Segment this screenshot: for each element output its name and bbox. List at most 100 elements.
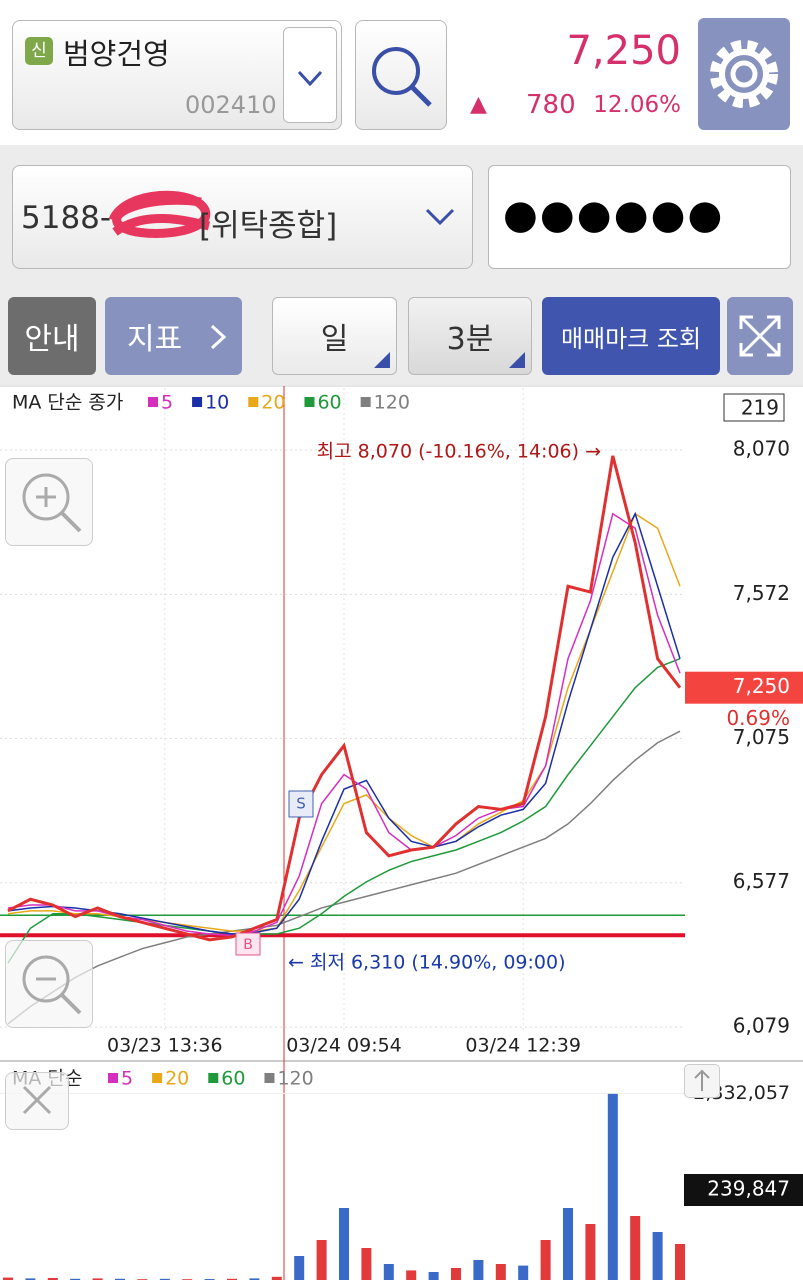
high-annotation: 최고 8,070 (-10.16%, 14:06) → [317, 441, 601, 463]
legend-label: 120 [277, 1068, 313, 1090]
settings-button[interactable] [698, 18, 790, 130]
interval-button[interactable]: 3분 [408, 297, 532, 375]
dropdown[interactable] [283, 27, 337, 123]
volume-bar [271, 1276, 282, 1280]
current-price: 7,250 [733, 674, 790, 698]
legend-label: 5 [161, 392, 173, 414]
legend-label: 60 [221, 1068, 245, 1090]
zoom-in[interactable] [5, 458, 93, 546]
change-sign: ▲ [470, 92, 487, 117]
stock-code: 002410 [185, 91, 277, 119]
chevron [297, 70, 323, 87]
current-volume-box [684, 1174, 803, 1206]
badge: 신 [25, 37, 53, 65]
legend-swatch [152, 1073, 163, 1083]
current-change: 0.69% [726, 706, 790, 730]
period-button[interactable]: 일 [272, 297, 397, 375]
interval-label: 3분 [446, 322, 494, 357]
volume-bar [428, 1272, 439, 1280]
volume-bar [495, 1264, 506, 1280]
arrow-up [694, 1069, 710, 1091]
y-tick-label: 6,079 [733, 1014, 790, 1038]
line-series [7, 511, 681, 935]
period-label: 일 [320, 322, 349, 357]
guide-button[interactable]: 안내 [8, 297, 96, 375]
legend-swatch [248, 397, 259, 407]
legend-label: 60 [317, 392, 341, 414]
account-prefix: 5188- [21, 200, 112, 236]
y-tick-label: 8,070 [733, 437, 790, 461]
expand-button[interactable] [727, 297, 793, 375]
legend-swatch [192, 397, 203, 407]
volume-bar [115, 1278, 125, 1280]
indicator-label: 지표 [127, 322, 183, 357]
buy-mark: B [243, 937, 253, 953]
zoom-out-icon [22, 955, 82, 1015]
volume-bar [607, 1093, 618, 1280]
volume-bar [563, 1208, 573, 1280]
price: 7,250 [566, 28, 681, 74]
volume-bar [70, 1278, 81, 1280]
legend-swatch [360, 397, 371, 407]
volume-bar [473, 1260, 484, 1280]
scroll-up[interactable] [684, 1064, 720, 1098]
volume-bar [630, 1216, 641, 1280]
legend-title: MA 단순 종가 [12, 392, 123, 414]
volume-bar [25, 1278, 36, 1280]
redaction [108, 190, 211, 238]
account-box[interactable]: 5188- [위탁종합] [12, 165, 473, 269]
legend-label: 20 [261, 392, 285, 414]
volume-bar [652, 1232, 663, 1280]
y-tick-label: 7,572 [733, 581, 790, 605]
close-icon [22, 1085, 52, 1115]
indicator-button[interactable]: 지표 [105, 297, 242, 375]
stock-name: 범양건영 [63, 37, 170, 71]
legend-label: 120 [374, 392, 410, 414]
expand-icon [739, 315, 781, 357]
x-tick-label: 03/24 09:54 [286, 1035, 402, 1057]
legend-swatch [208, 1073, 219, 1083]
chevron [425, 208, 455, 226]
trade-marks-button[interactable]: 매매마크 조회 [542, 297, 720, 375]
top-label-box [723, 393, 785, 422]
legend-swatch [108, 1073, 118, 1083]
volume-bar [540, 1240, 551, 1280]
volume-bar [316, 1240, 327, 1280]
volume-bar [249, 1278, 260, 1280]
legend-swatch [264, 1073, 275, 1083]
legend-swatch [304, 397, 315, 407]
zoom-out[interactable] [5, 940, 93, 1028]
volume-bar [675, 1244, 685, 1280]
volume-bar [406, 1270, 417, 1280]
volume-bar [159, 1278, 170, 1280]
zoom-in-icon [22, 473, 82, 533]
legend-label: 5 [121, 1068, 133, 1090]
current-price-box [685, 671, 803, 704]
x-tick-label: 03/24 12:39 [465, 1035, 581, 1057]
volume-bar [47, 1278, 58, 1280]
top-label: 219 [741, 396, 779, 420]
volume-bar [518, 1265, 529, 1280]
low-annotation: ← 최저 6,310 (14.90%, 09:00) [288, 952, 566, 974]
line-series [7, 658, 681, 964]
current-volume: 239,847 [707, 1177, 790, 1201]
y-tick-label: 6,577 [733, 869, 790, 893]
buy-mark-box [235, 932, 261, 956]
password-box[interactable]: ●●●●●● [488, 165, 791, 269]
stock-box[interactable]: 신 범양건영 002410 [12, 20, 342, 130]
line-series [7, 730, 681, 1025]
legend-swatch [148, 397, 158, 407]
volume-bar [294, 1256, 305, 1280]
close-panel[interactable] [5, 1072, 69, 1130]
sell-mark: S [296, 795, 306, 813]
x-tick-label: 03/23 13:36 [107, 1035, 223, 1057]
search-button[interactable] [355, 20, 447, 130]
gear-icon [710, 40, 778, 108]
password: ●●●●●● [503, 192, 725, 238]
sell-mark-box [288, 790, 314, 818]
line-series [7, 455, 682, 942]
corner [374, 352, 390, 368]
